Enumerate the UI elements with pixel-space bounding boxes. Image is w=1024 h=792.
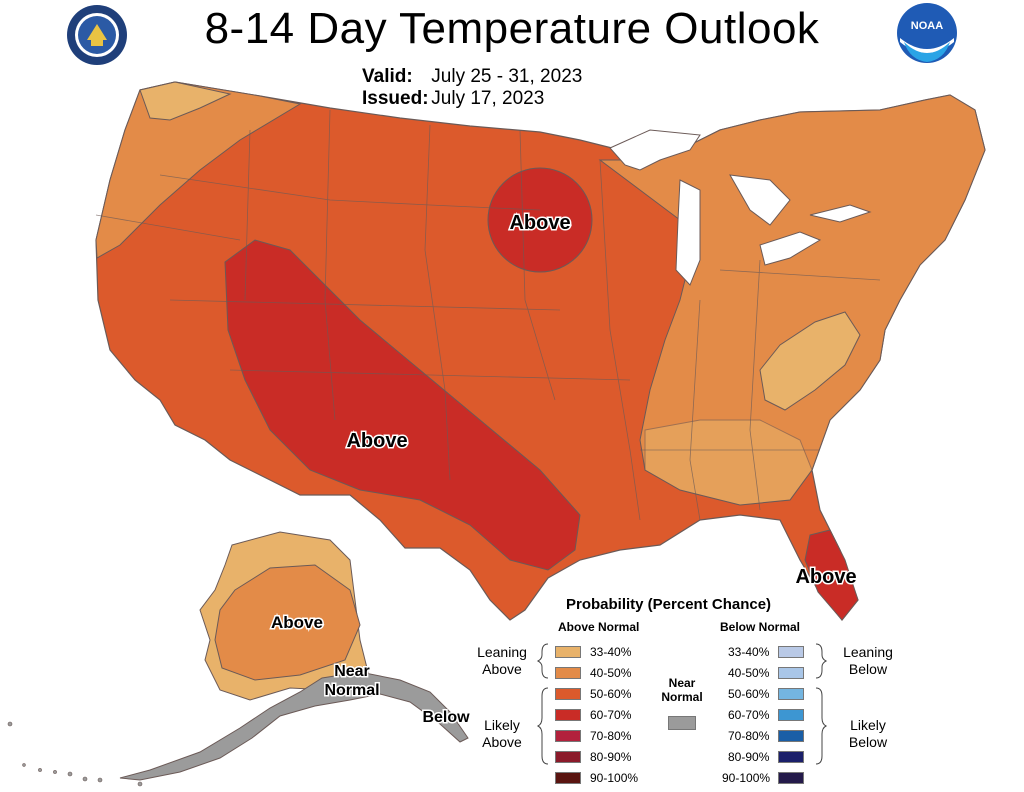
swatch-below-40-50 xyxy=(778,667,804,679)
issued-line: Issued: July 17, 2023 xyxy=(362,88,544,110)
legend-leaning-above: Leaning Above xyxy=(477,644,527,677)
range-below-70-80: 70-80% xyxy=(728,729,770,743)
swatch-below-70-80 xyxy=(778,730,804,742)
swatch-above-33-40 xyxy=(555,646,581,658)
legend-above-header: Above Normal xyxy=(558,620,640,634)
northwest-corner-33-40 xyxy=(139,81,232,121)
range-above-90-100: 90-100% xyxy=(590,771,639,785)
doc-seal-logo xyxy=(67,5,127,65)
swatch-below-90-100 xyxy=(778,772,804,784)
svg-text:NOAA: NOAA xyxy=(911,20,943,32)
swatch-below-33-40 xyxy=(778,646,804,658)
north-plains-region-60-70 xyxy=(487,167,593,273)
legend-likely-above: Likely Above xyxy=(482,717,522,750)
range-below-60-70: 60-70% xyxy=(728,708,770,722)
range-below-40-50: 40-50% xyxy=(728,666,770,680)
page-title: 8-14 Day Temperature Outlook xyxy=(204,4,820,53)
label-above-north-plains: Above xyxy=(509,212,570,234)
issued-value: July 17, 2023 xyxy=(431,88,545,109)
state-boundaries xyxy=(95,109,881,521)
label-above-alaska: Above xyxy=(271,613,323,632)
range-above-60-70: 60-70% xyxy=(590,708,632,722)
great-lakes xyxy=(609,129,872,286)
southwest-region-60-70 xyxy=(224,239,581,571)
legend-likely-below: Likely Below xyxy=(848,717,888,750)
aleutian-islands xyxy=(7,721,143,787)
swatch-below-50-60 xyxy=(778,688,804,700)
alaska-near-normal-region xyxy=(119,671,469,781)
swatch-above-80-90 xyxy=(555,751,581,763)
label-near-normal-line2: Normal xyxy=(324,682,379,699)
valid-value: July 25 - 31, 2023 xyxy=(431,66,583,87)
swatch-above-50-60 xyxy=(555,688,581,700)
noaa-logo: NOAA xyxy=(897,3,957,63)
legend-below-header: Below Normal xyxy=(720,620,801,634)
label-below-alaska: Below xyxy=(422,709,470,726)
range-above-70-80: 70-80% xyxy=(590,729,632,743)
florida-region-60-70 xyxy=(804,529,859,621)
range-above-80-90: 80-90% xyxy=(590,750,632,764)
southeast-region-33-40 xyxy=(644,419,813,506)
valid-label: Valid: xyxy=(362,66,413,87)
swatch-above-40-50 xyxy=(555,667,581,679)
swatch-below-60-70 xyxy=(778,709,804,721)
swatch-above-60-70 xyxy=(555,709,581,721)
swatch-above-90-100 xyxy=(555,772,581,784)
range-above-33-40: 33-40% xyxy=(590,645,632,659)
legend-leaning-below: Leaning Below xyxy=(843,644,893,677)
range-below-90-100: 90-100% xyxy=(722,771,771,785)
range-below-33-40: 33-40% xyxy=(728,645,770,659)
northwest-region-40-50 xyxy=(95,81,302,259)
legend-near-normal-header: Near Normal xyxy=(661,676,703,704)
swatch-below-80-90 xyxy=(778,751,804,763)
issued-label: Issued: xyxy=(362,88,429,109)
label-above-florida: Above xyxy=(795,566,856,588)
range-above-40-50: 40-50% xyxy=(590,666,632,680)
swatch-near-normal xyxy=(668,716,696,730)
legend-title: Probability (Percent Chance) xyxy=(566,596,772,613)
valid-line: Valid: July 25 - 31, 2023 xyxy=(362,66,582,88)
label-above-southwest: Above xyxy=(346,430,407,452)
range-below-50-60: 50-60% xyxy=(728,687,770,701)
alaska-region-40-50 xyxy=(214,564,361,681)
range-above-50-60: 50-60% xyxy=(590,687,632,701)
appalachia-region-33-40 xyxy=(759,311,861,411)
range-below-80-90: 80-90% xyxy=(728,750,770,764)
swatch-above-70-80 xyxy=(555,730,581,742)
label-near-normal-line1: Near xyxy=(334,663,370,680)
